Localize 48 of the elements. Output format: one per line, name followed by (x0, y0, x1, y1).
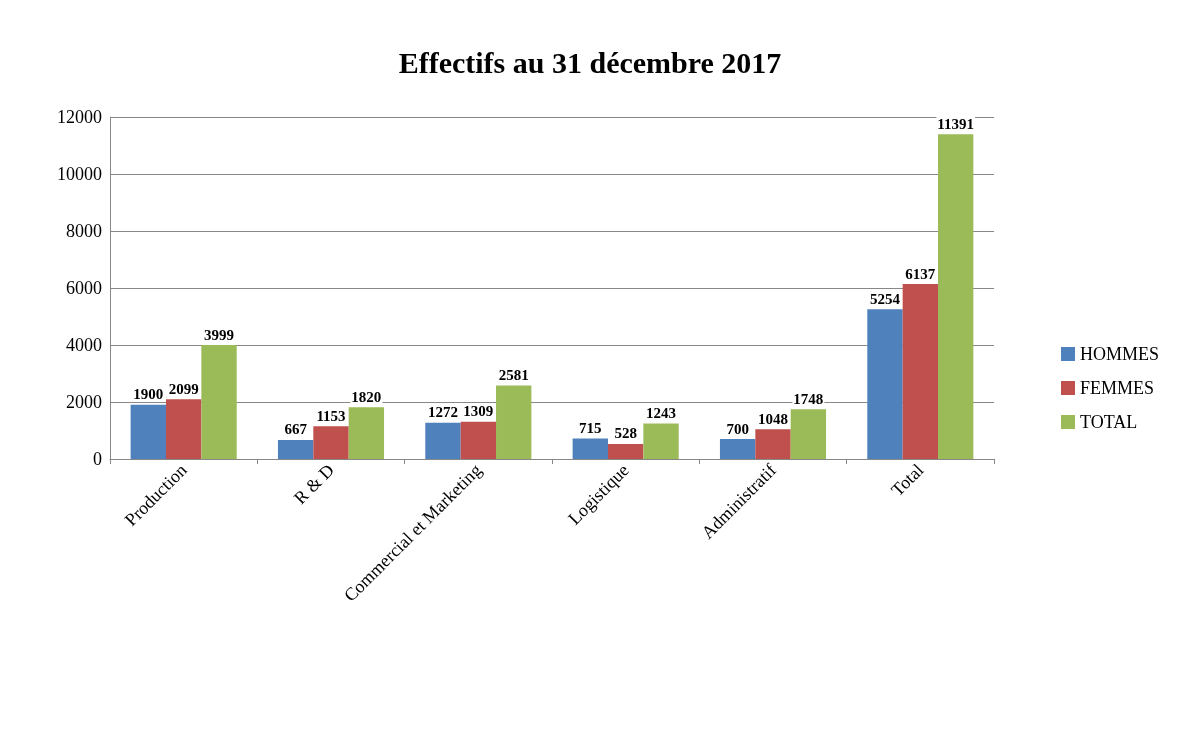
data-label: 1153 (316, 407, 346, 424)
bar (790, 409, 827, 459)
data-label: 6137 (905, 265, 936, 282)
data-label: 2099 (168, 380, 199, 397)
y-tick-label: 0 (93, 449, 102, 469)
chart-title: Effectifs au 31 décembre 2017 (398, 45, 782, 79)
bar (719, 439, 756, 459)
bar (496, 385, 532, 459)
bar (755, 429, 791, 459)
y-tick-label: 6000 (66, 278, 102, 298)
bar (938, 134, 974, 459)
bar (460, 421, 497, 459)
data-label: 667 (284, 421, 308, 438)
bar (313, 426, 349, 459)
data-label: 1900 (133, 386, 164, 403)
y-tick-label: 8000 (66, 221, 102, 241)
x-tick-label: R & D (290, 459, 339, 508)
data-label: 1820 (351, 388, 382, 405)
data-label: 3999 (204, 326, 235, 343)
data-label: 1748 (793, 390, 824, 407)
y-tick-label: 12000 (57, 107, 102, 127)
bar (348, 407, 385, 459)
bar (425, 422, 461, 459)
data-label: 2581 (498, 366, 529, 383)
legend-label: HOMMES (1079, 344, 1159, 364)
bar (165, 399, 202, 459)
bar (643, 423, 679, 459)
y-tick-label: 4000 (66, 335, 102, 355)
bar (201, 345, 237, 459)
bar (867, 309, 903, 459)
data-label: 5254 (869, 290, 901, 307)
bar (902, 284, 939, 459)
data-label: 700 (726, 420, 749, 437)
y-tick-label: 10000 (57, 164, 102, 184)
bar (130, 404, 166, 459)
bar (277, 439, 314, 459)
data-label: 1048 (758, 410, 788, 427)
data-label: 1272 (427, 404, 458, 421)
bar (607, 443, 644, 459)
data-label: 715 (579, 420, 602, 437)
legend-label: TOTAL (1079, 412, 1138, 432)
bar (572, 438, 608, 459)
legend-label: FEMMES (1079, 378, 1155, 398)
data-label: 11391 (937, 115, 975, 132)
data-label: 1309 (463, 403, 494, 420)
y-tick-label: 2000 (66, 392, 102, 412)
data-label: 1243 (646, 405, 677, 422)
data-label: 528 (614, 425, 637, 442)
